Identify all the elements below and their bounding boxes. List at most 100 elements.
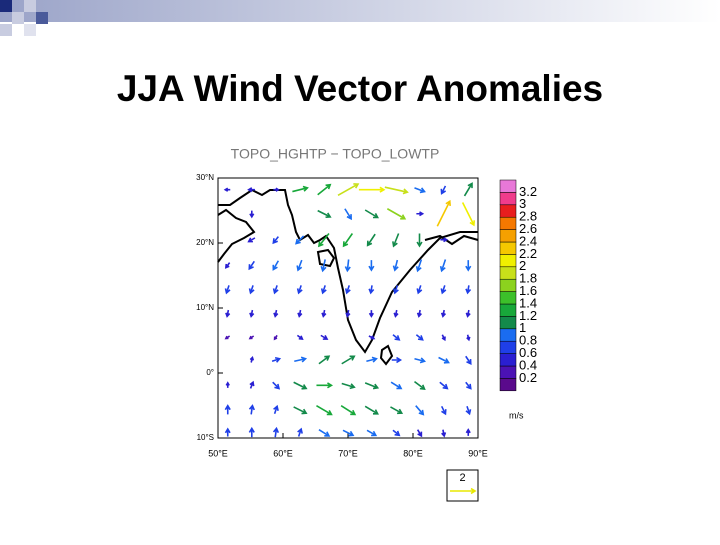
wind-vector [465,285,472,295]
wind-vector [440,285,447,295]
wind-vector [247,237,256,243]
coastline [217,208,256,263]
wind-vector [465,381,472,390]
wind-vector [441,334,446,342]
wind-vector [368,335,376,340]
colorbar-swatch [499,179,517,193]
wind-vector [392,334,401,341]
wind-vector [342,429,355,437]
wind-vector [297,309,303,318]
colorbar-swatch [499,241,517,255]
wind-vector [272,285,279,295]
wind-vector [317,233,330,248]
wind-vector [273,334,278,341]
wind-vector [416,233,423,248]
map-title: TOPO_HGHTP − TOPO_LOWTP [231,146,440,162]
colorbar-label: 1 [519,320,526,335]
wind-vector [465,406,472,416]
wind-vector [440,185,447,195]
wind-vector [415,405,425,416]
y-tick-label: 10°N [196,303,214,312]
y-tick-label: 30°N [196,173,214,182]
wind-vector [344,285,351,295]
wind-vector [466,334,471,342]
colorbar-swatch [499,353,517,367]
wind-vector [224,262,231,269]
wind-vector [318,355,331,365]
wind-vector [344,208,352,221]
wind-vector [463,182,473,197]
wind-vector [415,259,423,273]
wind-vector [340,405,357,416]
wind-vector [341,382,356,390]
wind-vector [316,382,334,389]
colorbar-label: 2.8 [519,209,537,224]
wind-vector [273,187,280,192]
wind-vector [293,381,308,390]
wind-vector [366,356,378,363]
wind-vector [364,382,380,390]
wind-vector [294,356,308,363]
wind-vector [416,285,423,295]
wind-vector [247,187,255,193]
reference-vector [450,487,477,495]
wind-vector [344,259,351,273]
colorbar-label: 2.6 [519,221,537,236]
wind-vector [366,233,376,247]
wind-vector [368,260,375,272]
wind-vector [438,356,450,364]
wind-vector [416,309,422,318]
wind-vector [465,355,472,366]
wind-vector [225,381,230,388]
wind-vector [461,202,476,227]
wind-vector [249,210,255,219]
wind-vector [273,309,279,318]
colorbar-label: 3.2 [519,184,537,199]
wind-vector [440,237,449,243]
wind-vector [366,429,378,437]
wind-vector [345,309,351,318]
wind-vector [272,426,280,438]
wind-vector [439,259,447,273]
colorbar-swatch [499,291,517,305]
wind-vector [296,259,303,272]
wind-vector [272,236,279,245]
wind-vector [416,429,423,438]
wind-vector [223,187,231,192]
wind-vector [318,428,331,437]
colorbar-swatch [499,192,517,206]
colorbar-swatch [499,278,517,292]
colorbar-swatch [499,229,517,243]
colorbar-swatch [499,378,517,392]
wind-vector [248,285,255,295]
wind-vector [273,404,279,415]
wind-vector [320,259,327,273]
wind-vector [337,183,360,197]
wind-vector [248,404,255,415]
colorbar-swatch [499,316,517,330]
colorbar-label: 0.6 [519,345,537,360]
wind-vector [358,186,386,193]
wind-vector [390,381,403,390]
coastline [316,248,336,268]
wind-vector [249,355,255,363]
wind-vector [248,260,255,271]
x-tick-label: 60°E [273,448,293,458]
reference-box [446,469,479,502]
colorbar-swatch [499,365,517,379]
wind-vector [386,208,407,220]
wind-vector [295,235,305,245]
wind-vector [392,429,401,437]
map-plot [217,177,479,439]
colorbar-swatch [499,216,517,230]
wind-vector [414,187,426,194]
colorbar-label: 1.6 [519,283,537,298]
wind-vector [316,404,333,416]
wind-vector [440,309,447,318]
y-tick-label: 10°S [197,433,214,442]
wind-vector [224,427,231,437]
wind-vector [414,380,426,391]
wind-vector [465,428,471,436]
wind-vector [293,406,308,415]
